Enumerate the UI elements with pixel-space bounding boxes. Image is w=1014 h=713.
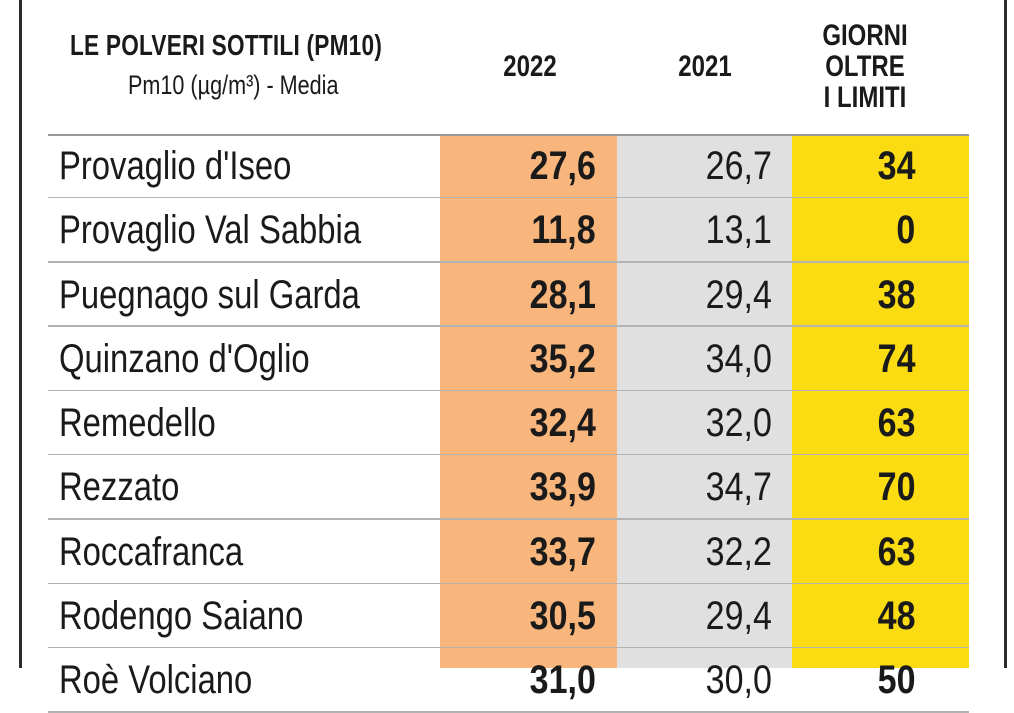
value-2021: 34,0 xyxy=(705,336,772,381)
value-2022: 11,8 xyxy=(531,208,596,253)
table-title: LE POLVERI SOTTILI (PM10) xyxy=(70,30,383,62)
value-2021: 29,4 xyxy=(705,594,772,639)
value-2022: 30,5 xyxy=(529,594,596,639)
days-over-limit: 63 xyxy=(877,529,915,574)
table-row: Roccafranca 33,7 32,2 63 xyxy=(0,520,1014,585)
value-2021: 30,0 xyxy=(705,658,772,703)
value-2021: 32,2 xyxy=(705,529,772,574)
days-over-limit: 50 xyxy=(877,658,915,703)
days-over-limit: 34 xyxy=(877,144,915,188)
column-header-2022: 2022 xyxy=(503,50,557,83)
column-header-2021: 2021 xyxy=(678,50,732,83)
value-2022: 28,1 xyxy=(529,272,596,317)
table-row: Provaglio Val Sabbia 11,8 13,1 0 xyxy=(0,198,1014,263)
table-row: Rodengo Saiano 30,5 29,4 48 xyxy=(0,584,1014,649)
value-2021: 26,7 xyxy=(705,144,772,188)
days-over-limit: 63 xyxy=(877,401,915,446)
days-over-limit: 48 xyxy=(877,594,915,639)
column-2021-background xyxy=(617,134,792,668)
value-2022: 33,9 xyxy=(529,465,596,510)
column-header-days-line-3: I LIMITI xyxy=(823,81,907,114)
value-2022: 32,4 xyxy=(529,401,596,446)
column-header-days-line-1: GIORNI xyxy=(822,19,908,52)
table-row: Remedello 32,4 32,0 63 xyxy=(0,391,1014,456)
days-over-limit: 0 xyxy=(896,208,915,253)
days-over-limit: 70 xyxy=(877,465,915,510)
page-border-left xyxy=(19,0,22,668)
value-2021: 32,0 xyxy=(705,401,772,446)
value-2021: 34,7 xyxy=(705,465,772,510)
municipality-name: Roè Volciano xyxy=(59,658,253,703)
value-2021: 29,4 xyxy=(705,272,772,317)
table-row: Quinzano d'Oglio 35,2 34,0 74 xyxy=(0,327,1014,392)
table-row: Rezzato 33,9 34,7 70 xyxy=(0,455,1014,521)
column-days-background xyxy=(792,134,969,668)
municipality-name: Puegnago sul Garda xyxy=(59,272,360,317)
municipality-name: Provaglio Val Sabbia xyxy=(59,208,362,253)
page-border-right xyxy=(1004,0,1007,668)
value-2022: 35,2 xyxy=(529,336,596,381)
table-subtitle: Pm10 (µg/m³) - Media xyxy=(128,70,339,100)
municipality-name: Remedello xyxy=(59,401,216,446)
value-2022: 27,6 xyxy=(529,144,596,188)
days-over-limit: 38 xyxy=(877,272,915,317)
municipality-name: Provaglio d'Iseo xyxy=(59,144,292,188)
value-2021: 13,1 xyxy=(705,208,772,253)
column-header-days-over-limit: GIORNI OLTRE I LIMITI xyxy=(813,20,917,113)
table-row: Puegnago sul Garda 28,1 29,4 38 xyxy=(0,263,1014,328)
municipality-name: Roccafranca xyxy=(59,529,244,574)
table-row: Provaglio d'Iseo 27,6 26,7 34 xyxy=(0,134,1014,199)
table-row: Roè Volciano 31,0 30,0 50 xyxy=(0,648,1014,713)
value-2022: 33,7 xyxy=(529,529,596,574)
municipality-name: Rodengo Saiano xyxy=(59,594,304,639)
column-2022-background xyxy=(440,134,617,668)
days-over-limit: 74 xyxy=(877,336,915,381)
column-header-days-line-2: OLTRE xyxy=(825,50,905,83)
value-2022: 31,0 xyxy=(529,658,596,703)
municipality-name: Rezzato xyxy=(59,465,180,510)
municipality-name: Quinzano d'Oglio xyxy=(59,336,310,381)
data-table: Provaglio d'Iseo 27,6 26,7 34 Provaglio … xyxy=(0,134,1014,713)
